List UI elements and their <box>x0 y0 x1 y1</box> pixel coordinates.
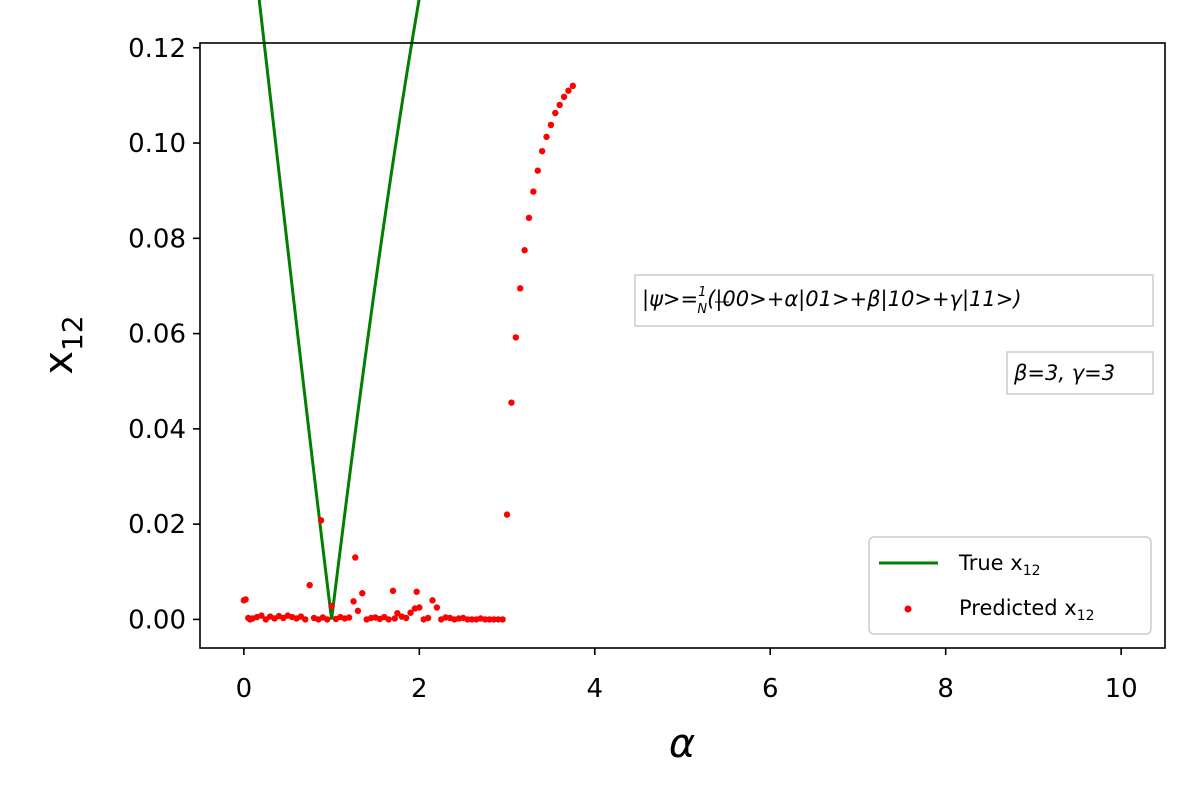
predicted-point <box>433 604 441 611</box>
predicted-point <box>242 596 249 603</box>
predicted-point <box>556 101 563 109</box>
y-tick-label: 0.00 <box>128 605 186 635</box>
predicted-point <box>416 604 423 611</box>
predicted-point <box>508 399 515 406</box>
y-axis-label: x12 <box>36 315 89 374</box>
true-x12-line <box>257 0 421 620</box>
predicted-point <box>317 517 325 524</box>
x-axis: 0 2 4 6 8 10 <box>236 648 1138 704</box>
legend-predicted-label: Predicted x12 <box>959 596 1095 624</box>
y-tick-label: 0.04 <box>128 415 186 445</box>
y-axis-label-main: x <box>36 351 82 375</box>
predicted-point <box>521 247 528 254</box>
predicted-points-layer <box>240 82 577 623</box>
predicted-point <box>547 121 555 129</box>
plot-frame <box>199 42 1166 649</box>
x-axis-label: α <box>669 721 695 767</box>
params-annotation: β=3, γ=3 <box>1006 351 1154 395</box>
state-formula-annotation: |ψ>=1 N(|00>+α|01>+β|10>+γ|11>) <box>634 274 1154 327</box>
legend-box <box>868 536 1152 635</box>
x-tick-label: 8 <box>937 674 954 704</box>
predicted-point <box>302 616 309 623</box>
state-formula-box <box>634 274 1154 327</box>
legend-true-label-main: True x <box>958 551 1023 575</box>
predicted-point <box>565 87 572 94</box>
x-tick-label: 2 <box>411 674 428 704</box>
predicted-point <box>495 616 502 623</box>
predicted-point <box>354 607 362 615</box>
legend-true-label-sub: 12 <box>1023 563 1041 579</box>
x-tick-label: 6 <box>762 674 779 704</box>
x-tick-label: 10 <box>1105 674 1138 704</box>
y-tick-label: 0.06 <box>128 320 186 350</box>
predicted-point <box>407 609 414 616</box>
predicted-point <box>394 610 401 617</box>
true-series-layer <box>257 0 421 620</box>
predicted-point <box>429 597 436 604</box>
predicted-point <box>543 133 550 141</box>
y-axis: 0.00 0.02 0.04 0.06 0.08 0.10 0.12 <box>128 34 200 635</box>
predicted-point <box>534 167 541 174</box>
predicted-point <box>552 109 559 117</box>
predicted-point <box>530 188 537 195</box>
predicted-point <box>424 614 432 622</box>
y-axis-label-sub: 12 <box>56 315 89 351</box>
predicted-point <box>402 614 410 622</box>
state-formula-frac-den: N <box>697 302 707 317</box>
predicted-point <box>517 285 524 292</box>
predicted-point <box>385 616 392 623</box>
legend-predicted-dot <box>904 605 912 613</box>
state-formula-suffix: (|00>+α|01>+β|10>+γ|11>) <box>707 287 1021 312</box>
predicted-point <box>350 598 357 605</box>
predicted-point <box>413 588 420 595</box>
predicted-point <box>486 616 493 623</box>
predicted-point <box>503 511 511 518</box>
predicted-point <box>525 214 533 222</box>
predicted-point <box>569 82 577 90</box>
state-formula-prefix: |ψ>= <box>642 287 698 312</box>
predicted-point <box>389 587 397 595</box>
predicted-point <box>538 147 546 155</box>
predicted-point <box>328 602 335 610</box>
predicted-point <box>324 616 331 623</box>
params-text: β=3, γ=3 <box>1013 361 1115 385</box>
predicted-point <box>512 334 520 341</box>
predicted-point <box>560 93 568 101</box>
legend-predicted-label-sub: 12 <box>1077 608 1095 624</box>
svg-text:x12: x12 <box>36 315 89 374</box>
predicted-point <box>468 616 476 623</box>
predicted-point <box>345 614 353 621</box>
predicted-point <box>391 615 398 622</box>
predicted-point <box>306 581 313 589</box>
predicted-point <box>481 616 489 623</box>
predicted-point <box>258 612 265 619</box>
legend-predicted-label-main: Predicted x <box>959 596 1077 620</box>
predicted-point <box>464 616 471 623</box>
y-tick-label: 0.02 <box>128 510 186 540</box>
x-tick-label: 4 <box>586 674 603 704</box>
params-box <box>1006 351 1154 395</box>
x-tick-label: 0 <box>236 674 253 704</box>
legend: True x12 Predicted x12 <box>868 536 1152 635</box>
y-tick-label: 0.08 <box>128 224 186 254</box>
predicted-point <box>352 554 359 561</box>
y-tick-label: 0.12 <box>128 34 186 64</box>
predicted-point <box>359 590 366 597</box>
svg-text:|ψ>=1N(|00>+α|01>+β|10>+γ|11>): |ψ>=1 N(|00>+α|01>+β|10>+γ|11>) <box>642 285 1022 317</box>
state-formula-frac-num: 1 <box>698 285 706 300</box>
predicted-point <box>490 616 498 623</box>
y-tick-label: 0.10 <box>128 129 186 159</box>
legend-true-label: True x12 <box>958 551 1041 579</box>
predicted-point <box>499 616 506 623</box>
